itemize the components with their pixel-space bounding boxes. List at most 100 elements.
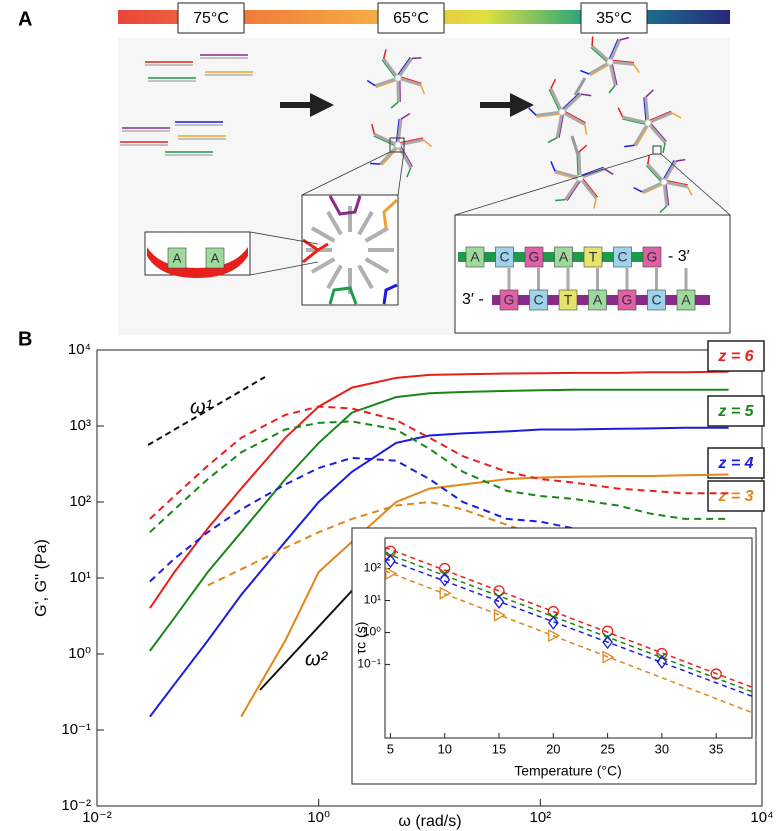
x-tick-label: 10: [437, 741, 451, 756]
core-arm: [364, 226, 390, 243]
star-arm: [374, 76, 399, 88]
base-letter: G: [622, 292, 633, 308]
annotation: ω²: [305, 648, 329, 670]
inset-chart: 5 10 15 20 25 30 35 10⁻¹ 10⁰ 10¹ 10²: [357, 545, 752, 756]
x-tick-label: 25: [600, 741, 614, 756]
temperature-label: 35°C: [596, 10, 632, 27]
base-box: [529, 289, 548, 311]
star-arm: [580, 93, 592, 97]
marker: [439, 586, 452, 600]
star-arm: [369, 162, 381, 165]
star-arm: [581, 176, 599, 198]
marker: [547, 615, 559, 630]
star-arm: [590, 63, 612, 77]
annotation: ω¹: [190, 396, 213, 418]
star-arm: [366, 79, 376, 87]
star-arm: [644, 96, 650, 124]
zoom-region: [652, 145, 662, 155]
y-tick-label: 10⁰: [68, 645, 91, 662]
marker: [493, 594, 505, 610]
star-arm: [624, 144, 635, 148]
core-detail: [302, 195, 399, 305]
hairpin-strand: [147, 247, 248, 278]
star-arm: [607, 39, 619, 62]
star-arm: [555, 111, 564, 138]
x-tick-label: 10⁰: [307, 809, 330, 826]
y-tick-label: 10¹: [364, 593, 381, 607]
core-arm: [326, 210, 343, 236]
core-arm: [310, 257, 336, 274]
base-box: [554, 246, 573, 268]
temperature-box: [377, 2, 445, 34]
base-letter: A: [173, 250, 182, 265]
base-box: [465, 246, 485, 268]
star-arm: [549, 87, 564, 113]
inset-plot-frame: [384, 537, 753, 739]
base-letter: C: [651, 292, 661, 308]
star-arm: [561, 110, 586, 126]
star-arm: [379, 143, 400, 166]
star-arm: [610, 59, 635, 63]
fit-line: [385, 570, 752, 714]
star-arm: [396, 144, 413, 169]
star-arm: [641, 180, 665, 194]
slope-guide: [147, 376, 266, 446]
marker: [656, 647, 668, 660]
base-letter: G: [504, 292, 515, 308]
legend-label: z = 3: [717, 488, 753, 505]
strand: [573, 77, 587, 96]
star-arm: [373, 132, 399, 147]
marker: [385, 554, 396, 569]
star-arm: [422, 139, 432, 148]
core-strand: [302, 238, 329, 264]
star-arm: [603, 168, 614, 175]
storage-modulus-line: [149, 388, 729, 652]
star-core: [606, 58, 614, 66]
star-arm: [646, 122, 667, 144]
panel-label: B: [18, 328, 32, 350]
star-arm: [395, 118, 400, 145]
star-arm: [622, 118, 648, 126]
y-axis-label: G', G'' (Pa): [33, 539, 50, 617]
star-arm: [536, 113, 563, 118]
star-arm: [381, 146, 400, 166]
star-arm: [398, 75, 422, 84]
zoom-line: [301, 151, 391, 196]
x-tick-label: 30: [655, 741, 669, 756]
star-arm: [579, 166, 604, 177]
base-letter: G: [647, 249, 658, 265]
star-arm: [671, 112, 682, 119]
zoom-line: [397, 151, 405, 196]
star-arm: [382, 57, 400, 79]
star-arm: [645, 89, 654, 98]
core-arm: [310, 226, 336, 243]
star-arm: [664, 179, 689, 186]
star-arm: [649, 121, 667, 142]
marker: [548, 628, 561, 643]
x-tick-label: 10⁻²: [82, 809, 112, 826]
core-arm: [357, 264, 374, 290]
star-arm: [580, 69, 590, 75]
base-letter: A: [593, 292, 603, 308]
star-arm: [547, 136, 558, 144]
star-arm: [548, 89, 561, 114]
star-arm: [397, 76, 422, 87]
star-arm: [560, 93, 582, 114]
zoom-region: [389, 137, 405, 153]
base-box: [583, 246, 603, 268]
marker: [602, 634, 613, 650]
core-strand: [328, 195, 362, 216]
star-core: [576, 174, 584, 182]
storage-modulus-line: [149, 426, 729, 718]
legend-label: z = 5: [717, 403, 754, 420]
star-arm: [590, 47, 610, 64]
y-tick-label: 10⁻¹: [357, 657, 381, 671]
star-arm: [622, 115, 649, 125]
star-arm: [396, 57, 414, 79]
strand: [570, 135, 580, 156]
star-arm: [420, 84, 426, 95]
panel-label: A: [18, 8, 32, 30]
base-box: [617, 289, 637, 311]
star-arm: [608, 61, 617, 86]
marker: [656, 654, 668, 669]
